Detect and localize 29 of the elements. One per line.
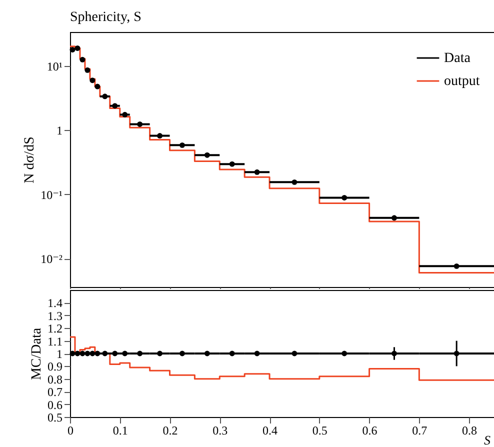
legend-label: output [444, 74, 480, 89]
y-axis-title: MC/Data [30, 327, 44, 380]
x-tick-label: 0.3 [212, 424, 228, 438]
x-tick-label: 0.5 [312, 424, 328, 438]
y-tick-label: 0.9 [48, 360, 62, 374]
y-tick-label: 1.4 [48, 296, 62, 310]
x-tick-label: 0.8 [462, 424, 478, 438]
y-tick-label: 1.3 [48, 308, 62, 323]
y-tick-label: 10¹ [46, 60, 63, 74]
y-tick-label: 10⁻¹ [40, 188, 63, 202]
y-tick-label: 1.1 [48, 334, 62, 348]
x-tick-label: 0.4 [262, 424, 278, 438]
y-tick-label: 0.7 [48, 385, 62, 400]
x-axis-title: S [484, 432, 491, 447]
x-tick-label: 0.1 [112, 424, 128, 438]
y-tick-label: 0.8 [48, 372, 62, 386]
y-tick-label: 1 [56, 347, 62, 361]
x-tick-label: 0 [68, 424, 74, 438]
x-tick-label: 0.2 [162, 424, 178, 438]
y-tick-label: 1 [56, 124, 62, 138]
y-axis-title: N dσ/dS [22, 136, 38, 184]
x-tick-label: 0.6 [362, 424, 378, 438]
y-tick-label: 10⁻² [40, 252, 63, 266]
y-tick-label: 0.5 [48, 410, 62, 424]
y-tick-label: 0.6 [48, 398, 62, 412]
x-tick-label: 0.7 [412, 424, 428, 438]
legend-label: Data [444, 51, 472, 66]
y-tick-label: 1.2 [48, 322, 62, 336]
chart-title: Sphericity, S [70, 10, 142, 25]
